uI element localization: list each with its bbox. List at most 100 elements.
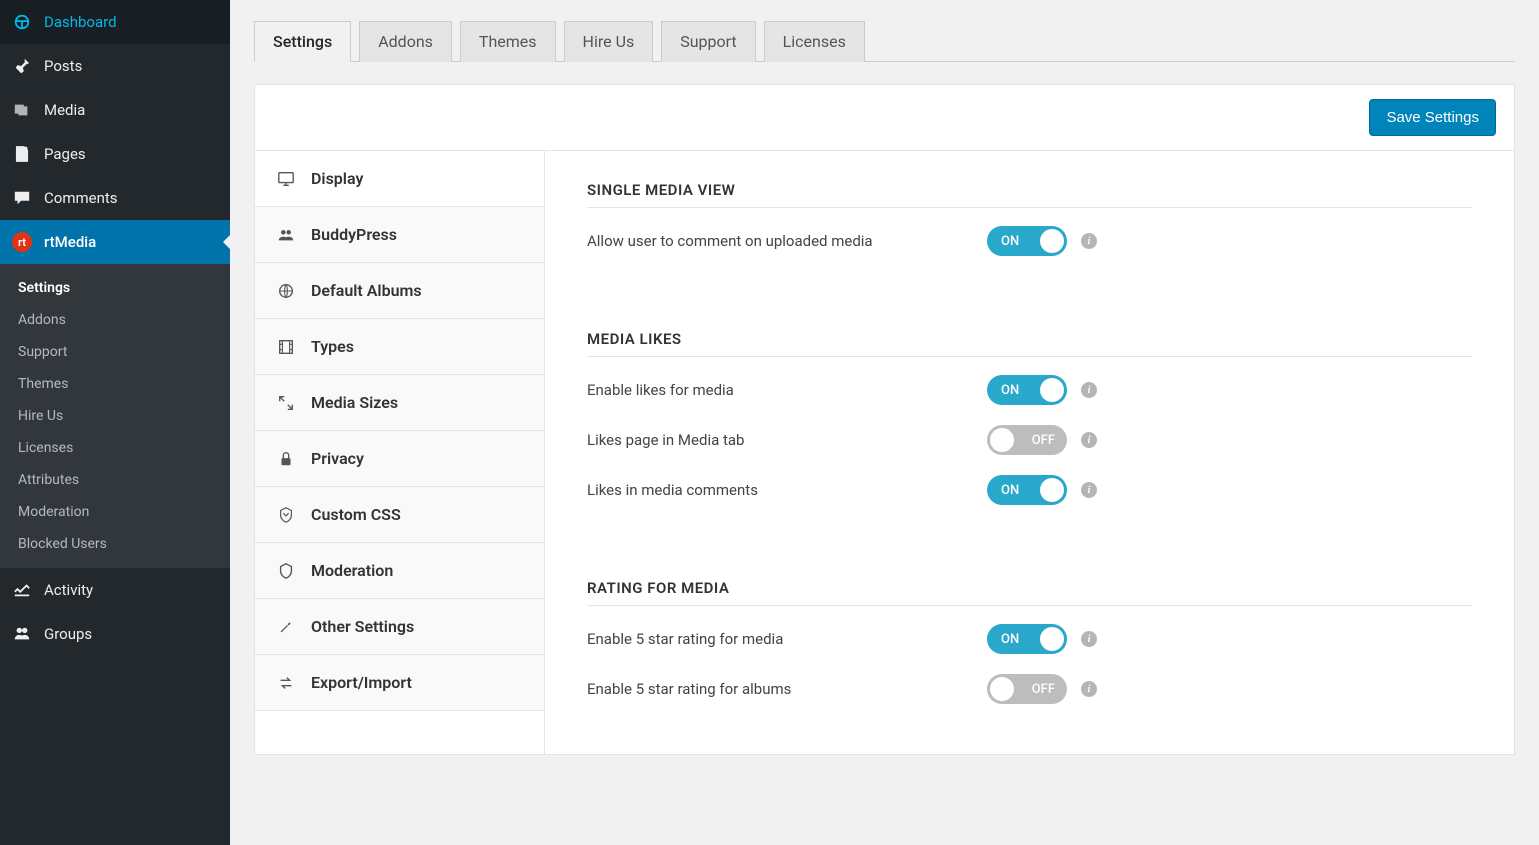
users-icon: [275, 226, 297, 244]
settings-panel: Display BuddyPress Default Albums: [254, 151, 1515, 755]
heading-single-media-view: SINGLE MEDIA VIEW: [587, 181, 1472, 208]
side-label: Media Sizes: [311, 393, 398, 412]
tab-hireus[interactable]: Hire Us: [564, 21, 654, 62]
submenu-support[interactable]: Support: [0, 336, 230, 368]
setting-label: Likes in media comments: [587, 481, 987, 499]
menu-posts[interactable]: Posts: [0, 44, 230, 88]
tab-addons[interactable]: Addons: [359, 21, 452, 62]
toggle-state-label: ON: [1001, 632, 1019, 647]
submenu-addons[interactable]: Addons: [0, 304, 230, 336]
lock-icon: [275, 450, 297, 468]
rtmedia-icon: rt: [10, 230, 34, 254]
setting-rating-albums: Enable 5 star rating for albums OFF i: [587, 674, 1472, 704]
side-defaultalbums[interactable]: Default Albums: [255, 263, 544, 319]
menu-rtmedia[interactable]: rt rtMedia: [0, 220, 230, 264]
menu-label: Activity: [44, 581, 93, 599]
menu-label: Pages: [44, 145, 86, 163]
menu-dashboard[interactable]: Dashboard: [0, 0, 230, 44]
media-icon: [10, 98, 34, 122]
info-icon[interactable]: i: [1081, 681, 1097, 697]
transfer-icon: [275, 674, 297, 692]
side-types[interactable]: Types: [255, 319, 544, 375]
side-label: Default Albums: [311, 281, 422, 300]
wrench-icon: [275, 618, 297, 636]
side-exportimport[interactable]: Export/Import: [255, 655, 544, 711]
setting-rating-media: Enable 5 star rating for media ON i: [587, 624, 1472, 654]
expand-icon: [275, 394, 297, 412]
toggle-knob: [990, 428, 1014, 452]
side-display[interactable]: Display: [255, 151, 544, 207]
menu-label: Posts: [44, 57, 82, 75]
toggle-enable-likes[interactable]: ON: [987, 375, 1067, 405]
toggle-knob: [990, 677, 1014, 701]
info-icon[interactable]: i: [1081, 482, 1097, 498]
menu-groups[interactable]: Groups: [0, 612, 230, 656]
side-buddypress[interactable]: BuddyPress: [255, 207, 544, 263]
heading-media-likes: MEDIA LIKES: [587, 330, 1472, 357]
top-tabs: Settings Addons Themes Hire Us Support L…: [254, 0, 1515, 62]
menu-label: rtMedia: [44, 233, 96, 251]
groups-icon: [10, 622, 34, 646]
comment-icon: [10, 186, 34, 210]
setting-enable-likes: Enable likes for media ON i: [587, 375, 1472, 405]
menu-label: Media: [44, 101, 85, 119]
submenu-hireus[interactable]: Hire Us: [0, 400, 230, 432]
film-icon: [275, 338, 297, 356]
toggle-likes-page[interactable]: OFF: [987, 425, 1067, 455]
toggle-knob: [1040, 627, 1064, 651]
side-label: Types: [311, 337, 354, 356]
menu-activity[interactable]: Activity: [0, 568, 230, 612]
toggle-likes-comments[interactable]: ON: [987, 475, 1067, 505]
menu-media[interactable]: Media: [0, 88, 230, 132]
side-label: Privacy: [311, 449, 364, 468]
menu-comments[interactable]: Comments: [0, 176, 230, 220]
tab-settings[interactable]: Settings: [254, 21, 351, 62]
submenu-settings[interactable]: Settings: [0, 272, 230, 304]
tab-licenses[interactable]: Licenses: [764, 21, 865, 62]
settings-content: SINGLE MEDIA VIEW Allow user to comment …: [545, 151, 1514, 754]
submenu-licenses[interactable]: Licenses: [0, 432, 230, 464]
tab-themes[interactable]: Themes: [460, 21, 556, 62]
side-customcss[interactable]: Custom CSS: [255, 487, 544, 543]
menu-label: Comments: [44, 189, 118, 207]
submenu-moderation[interactable]: Moderation: [0, 496, 230, 528]
menu-label: Dashboard: [44, 13, 117, 31]
side-moderation[interactable]: Moderation: [255, 543, 544, 599]
setting-likes-page: Likes page in Media tab OFF i: [587, 425, 1472, 455]
side-label: Export/Import: [311, 673, 412, 692]
side-mediasizes[interactable]: Media Sizes: [255, 375, 544, 431]
side-label: Display: [311, 169, 363, 188]
info-icon[interactable]: i: [1081, 233, 1097, 249]
setting-label: Likes page in Media tab: [587, 431, 987, 449]
info-icon[interactable]: i: [1081, 432, 1097, 448]
toggle-state-label: OFF: [1032, 682, 1055, 697]
toggle-state-label: ON: [1001, 234, 1019, 249]
toggle-state-label: ON: [1001, 483, 1019, 498]
tab-support[interactable]: Support: [661, 21, 755, 62]
side-othersettings[interactable]: Other Settings: [255, 599, 544, 655]
toggle-rating-albums[interactable]: OFF: [987, 674, 1067, 704]
setting-label: Enable 5 star rating for media: [587, 630, 987, 648]
save-settings-button[interactable]: Save Settings: [1369, 99, 1496, 136]
menu-pages[interactable]: Pages: [0, 132, 230, 176]
submenu-attributes[interactable]: Attributes: [0, 464, 230, 496]
admin-sidebar: Dashboard Posts Media Pages Comments: [0, 0, 230, 845]
submenu-blockedusers[interactable]: Blocked Users: [0, 528, 230, 560]
toggle-knob: [1040, 229, 1064, 253]
toggle-rating-media[interactable]: ON: [987, 624, 1067, 654]
submenu-themes[interactable]: Themes: [0, 368, 230, 400]
main-content: Settings Addons Themes Hire Us Support L…: [230, 0, 1539, 845]
save-row: Save Settings: [254, 84, 1515, 151]
info-icon[interactable]: i: [1081, 382, 1097, 398]
pin-icon: [10, 54, 34, 78]
css-icon: [275, 506, 297, 524]
side-privacy[interactable]: Privacy: [255, 431, 544, 487]
toggle-state-label: OFF: [1032, 433, 1055, 448]
toggle-allow-comment[interactable]: ON: [987, 226, 1067, 256]
side-label: Other Settings: [311, 617, 414, 636]
display-icon: [275, 170, 297, 188]
info-icon[interactable]: i: [1081, 631, 1097, 647]
setting-label: Enable likes for media: [587, 381, 987, 399]
pages-icon: [10, 142, 34, 166]
setting-label: Enable 5 star rating for albums: [587, 680, 987, 698]
